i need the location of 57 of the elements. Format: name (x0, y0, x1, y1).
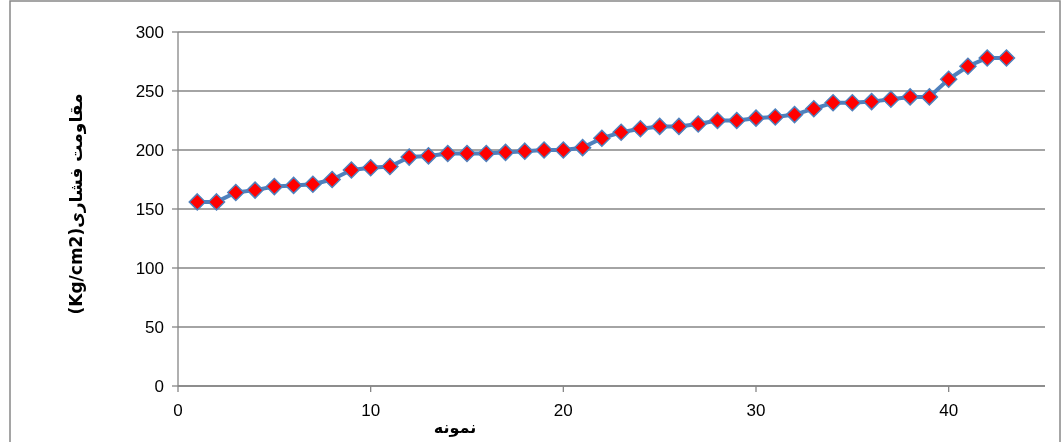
point (477, 144, 496, 163)
point (227, 183, 245, 202)
y-axis-title: مقاومت فشاری(Kg/cm2) (66, 93, 87, 315)
point (747, 109, 765, 127)
point (207, 193, 226, 211)
point (554, 141, 573, 159)
y-tick-label: 300 (135, 23, 164, 42)
point (824, 94, 842, 112)
point (304, 175, 322, 193)
point (612, 123, 630, 142)
point (997, 49, 1016, 67)
y-tick-label: 0 (154, 377, 164, 396)
point (862, 92, 881, 111)
point (727, 111, 746, 130)
point (631, 120, 650, 138)
point (670, 117, 688, 136)
x-tick-label: 40 (939, 401, 959, 420)
point (650, 117, 669, 136)
point (496, 143, 515, 162)
point (361, 158, 380, 177)
point (342, 161, 361, 179)
x-tick-label: 30 (746, 401, 766, 420)
x-tick-label: 0 (173, 401, 183, 420)
point (419, 147, 438, 165)
point (400, 148, 418, 166)
point (805, 99, 823, 118)
point (516, 142, 534, 160)
point (593, 129, 611, 147)
point (458, 144, 476, 163)
point (843, 94, 862, 112)
point (381, 157, 399, 176)
point (708, 111, 727, 130)
y-tick-label: 100 (135, 259, 164, 278)
point (573, 138, 592, 157)
y-tick-label: 200 (135, 141, 164, 160)
point (766, 108, 785, 126)
y-tick-label: 150 (135, 200, 164, 219)
point (939, 70, 958, 88)
y-tick-label: 50 (145, 318, 164, 337)
y-tick-label: 250 (135, 82, 164, 101)
x-tick-label: 20 (553, 401, 573, 420)
point (882, 90, 900, 109)
point (284, 176, 303, 195)
x-axis-title: نمونه (433, 418, 477, 437)
point (920, 88, 939, 106)
point (246, 181, 264, 199)
point (785, 105, 804, 124)
point (689, 115, 707, 133)
point (323, 170, 341, 189)
point (959, 57, 977, 75)
point (535, 141, 553, 159)
point (438, 144, 457, 163)
point (188, 193, 207, 211)
point (265, 177, 284, 196)
point (978, 49, 996, 67)
point (901, 88, 919, 106)
x-tick-label: 10 (361, 401, 381, 420)
